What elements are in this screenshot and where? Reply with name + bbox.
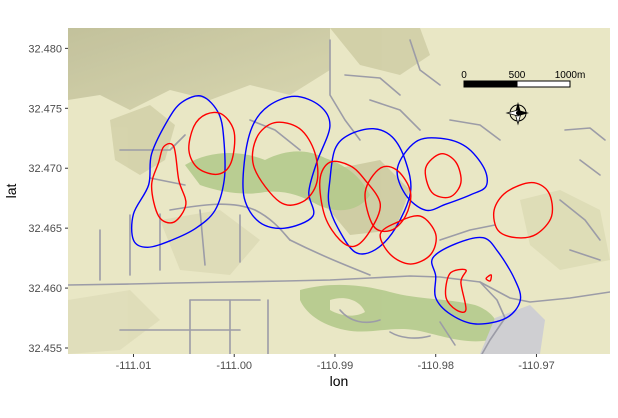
red-contour xyxy=(485,274,493,282)
vegetation-areas xyxy=(185,151,498,342)
scale-bar-label-500: 500 xyxy=(509,70,526,81)
red-contour xyxy=(424,152,462,199)
red-contour xyxy=(319,160,382,248)
blue-contour xyxy=(130,95,226,248)
red-contour xyxy=(251,121,319,206)
red-contour xyxy=(492,181,554,239)
y-tick-label: 32.460 xyxy=(28,283,62,295)
y-axis-title: lat xyxy=(3,184,19,199)
red-contour xyxy=(379,215,437,265)
compass-icon xyxy=(505,102,529,126)
y-tick-label: 32.475 xyxy=(28,103,62,115)
y-tick-label: 32.470 xyxy=(28,163,62,175)
red-contour xyxy=(150,142,187,224)
red-contour xyxy=(188,111,236,176)
x-axis: -111.01 -111.00 -110.99 -110.98 -110.97 xyxy=(116,354,555,372)
urban-area xyxy=(480,305,545,354)
y-tick-label: 32.480 xyxy=(28,43,62,55)
road-network xyxy=(68,39,610,354)
x-axis-title: lon xyxy=(330,373,349,389)
red-contour xyxy=(364,165,412,233)
y-axis: 32.455 32.460 32.465 32.470 32.475 32.480 xyxy=(28,43,68,355)
scale-bar-black-segment xyxy=(463,80,518,88)
x-tick-label: -111.01 xyxy=(116,360,152,372)
scale-bar-white-segment xyxy=(516,80,571,88)
blue-contour xyxy=(430,236,522,325)
basemap xyxy=(68,28,610,354)
red-contour xyxy=(444,268,467,313)
scale-bar: 0 500 1000m xyxy=(461,70,586,88)
x-tick-label: -110.97 xyxy=(518,360,555,372)
contour-layer xyxy=(130,95,554,325)
x-tick-label: -111.00 xyxy=(216,360,252,372)
y-tick-label: 32.465 xyxy=(28,223,62,235)
blue-contour xyxy=(396,137,489,212)
y-tick-label: 32.455 xyxy=(28,343,62,355)
blue-contour xyxy=(242,95,331,230)
scale-bar-label-0: 0 xyxy=(461,70,467,81)
x-tick-label: -110.99 xyxy=(317,360,354,372)
x-tick-label: -110.98 xyxy=(417,360,454,372)
scale-bar-label-1000m: 1000m xyxy=(555,70,586,81)
